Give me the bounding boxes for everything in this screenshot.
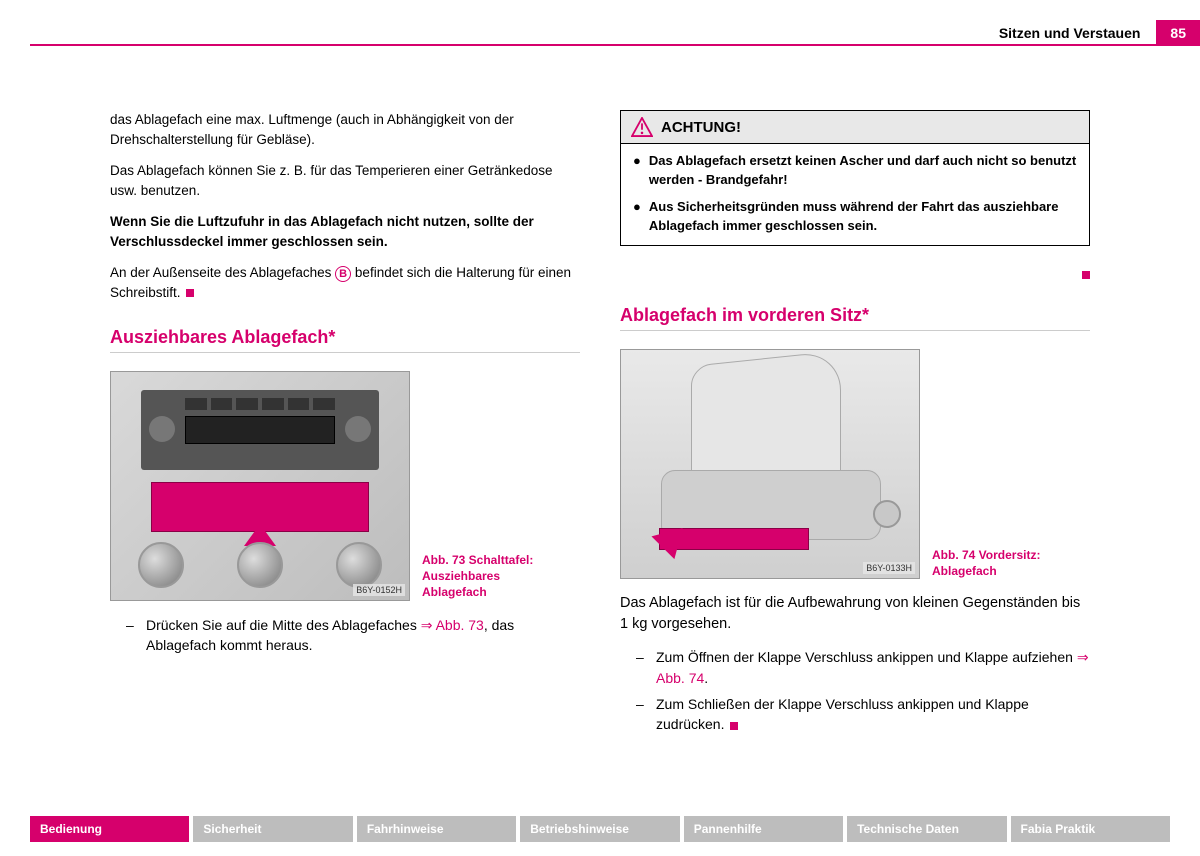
list-dash: – [636, 647, 656, 688]
text-fragment: Zum Öffnen der Klappe Verschluss ankippe… [656, 649, 1077, 665]
list-dash: – [636, 694, 656, 735]
text-fragment: . [704, 670, 708, 686]
list-dash: – [126, 615, 146, 656]
figure-74-seat: B6Y-0133H [620, 349, 920, 579]
end-marker-icon [186, 289, 194, 297]
end-marker-icon [1082, 271, 1090, 279]
text-fragment: Drücken Sie auf die Mitte des Ablagefach… [146, 617, 421, 633]
footer-tab-bedienung[interactable]: Bedienung [30, 816, 189, 842]
warning-title: ACHTUNG! [661, 119, 741, 136]
bullet-icon: ● [633, 198, 641, 236]
footer-tab-fahrhinweise[interactable]: Fahrhinweise [357, 816, 516, 842]
text-fragment: Zum Schließen der Klappe Verschluss anki… [656, 696, 1029, 732]
callout-letter-b: B [335, 266, 351, 282]
instruction-text: Drücken Sie auf die Mitte des Ablagefach… [146, 615, 580, 656]
footer-tab-pannenhilfe[interactable]: Pannenhilfe [684, 816, 843, 842]
header-rule [30, 44, 1170, 46]
footer-tab-fabia-praktik[interactable]: Fabia Praktik [1011, 816, 1170, 842]
body-text: Das Ablagefach können Sie z. B. für das … [110, 161, 580, 200]
figure-73-dashboard: B6Y-0152H [110, 371, 410, 601]
footer-tab-technische-daten[interactable]: Technische Daten [847, 816, 1006, 842]
figure-id-label: B6Y-0133H [863, 562, 915, 574]
warning-triangle-icon [631, 117, 653, 137]
section-header: Sitzen und Verstauen [999, 25, 1151, 41]
instruction-text: Zum Öffnen der Klappe Verschluss ankippe… [656, 647, 1090, 688]
end-marker-icon [730, 722, 738, 730]
figure-id-label: B6Y-0152H [353, 584, 405, 596]
footer-tab-betriebshinweise[interactable]: Betriebshinweise [520, 816, 679, 842]
heading-underline [110, 352, 580, 353]
warning-item: Aus Sicherheitsgründen muss während der … [649, 198, 1077, 236]
subsection-heading: Ablagefach im vorderen Sitz* [620, 305, 1090, 326]
figure-caption: Abb. 74 Vordersitz: Ablagefach [932, 547, 1072, 579]
footer-tab-sicherheit[interactable]: Sicherheit [193, 816, 352, 842]
heading-underline [620, 330, 1090, 331]
figure-caption: Abb. 73 Schalttafel: Ausziehbares Ablage… [422, 552, 562, 601]
footer-tab-bar: BedienungSicherheitFahrhinweiseBetriebsh… [30, 816, 1170, 842]
bullet-icon: ● [633, 152, 641, 190]
text-fragment: An der Außenseite des Ablagefaches [110, 265, 335, 280]
warning-box: ACHTUNG! ●Das Ablagefach ersetzt keinen … [620, 110, 1090, 246]
body-text: Das Ablagefach ist für die Aufbewahrung … [620, 593, 1090, 635]
instruction-text: Zum Schließen der Klappe Verschluss anki… [656, 694, 1090, 735]
body-text: An der Außenseite des Ablagefaches B bef… [110, 263, 580, 302]
page-number: 85 [1156, 20, 1200, 46]
warning-item: Das Ablagefach ersetzt keinen Ascher und… [649, 152, 1077, 190]
body-text-bold: Wenn Sie die Luftzufuhr in das Ablagefac… [110, 212, 580, 251]
figure-reference-link: ⇒ Abb. 73 [421, 617, 484, 633]
body-text: das Ablagefach eine max. Luftmenge (auch… [110, 110, 580, 149]
subsection-heading: Ausziehbares Ablagefach* [110, 327, 580, 348]
arrow-out-icon [647, 521, 682, 559]
